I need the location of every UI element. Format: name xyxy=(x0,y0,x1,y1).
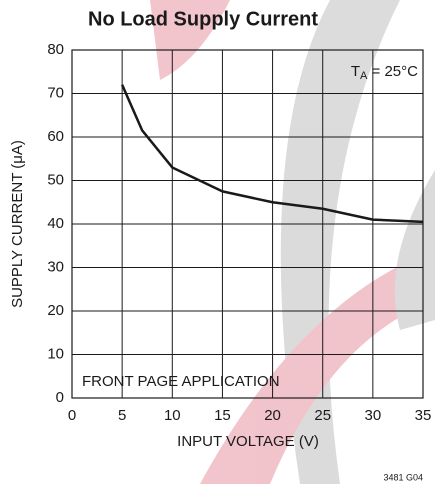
x-tick-label: 0 xyxy=(68,407,76,424)
annotation-subscript: A xyxy=(360,70,368,82)
x-tick-label: 10 xyxy=(164,407,181,424)
watermark xyxy=(150,0,435,484)
y-tick-label: 40 xyxy=(47,215,64,232)
y-tick-label: 10 xyxy=(47,345,64,362)
y-tick-label: 70 xyxy=(47,84,64,101)
y-tick-label: 20 xyxy=(47,302,64,319)
x-tick-label: 35 xyxy=(415,407,432,424)
y-tick-label: 60 xyxy=(47,128,64,145)
plot-frame xyxy=(71,49,424,399)
x-tick-label: 25 xyxy=(314,407,331,424)
x-axis-label: INPUT VOLTAGE (V) xyxy=(177,433,319,450)
annotation-symbol: T xyxy=(351,63,360,80)
y-tick-label: 80 xyxy=(47,41,64,58)
y-axis-label: SUPPLY CURRENT (μA) xyxy=(9,140,26,308)
y-tick-label: 0 xyxy=(56,389,64,406)
chart-title: No Load Supply Current xyxy=(88,8,318,30)
x-tick-label: 5 xyxy=(118,407,126,424)
x-tick-label: 20 xyxy=(264,407,281,424)
annotation-text: = 25°C xyxy=(367,63,418,80)
data-line xyxy=(120,84,424,224)
x-tick-label: 15 xyxy=(214,407,231,424)
y-tick-label: 50 xyxy=(47,171,64,188)
y-tick-label: 30 xyxy=(47,258,64,275)
x-tick-label: 30 xyxy=(365,407,382,424)
figure-id: 3481 G04 xyxy=(383,472,423,482)
note: FRONT PAGE APPLICATION xyxy=(82,373,280,390)
annotation: TA = 25°C xyxy=(351,63,418,82)
